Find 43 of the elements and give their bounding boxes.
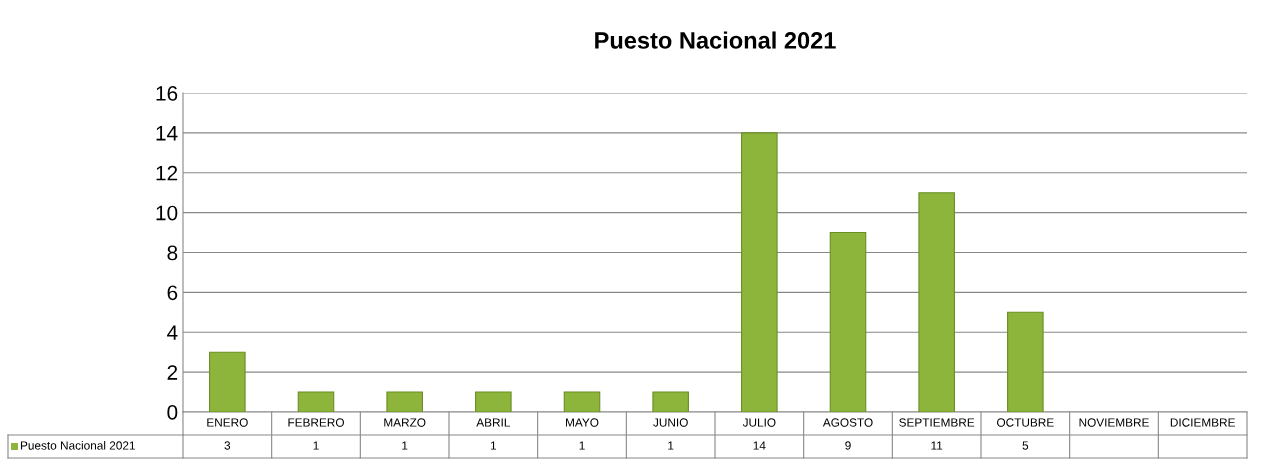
legend-label: Puesto Nacional 2021 — [20, 441, 135, 450]
x-tick-label: SEPTIEMBRE — [899, 418, 975, 427]
bar — [652, 391, 689, 412]
x-tick-label: ABRIL — [476, 418, 510, 427]
x-tick-label: AGOSTO — [822, 418, 873, 427]
x-tick-label: NOVIEMBRE — [1079, 418, 1149, 427]
y-tick-label: 8 — [167, 245, 178, 261]
data-label: 1 — [579, 441, 585, 450]
bar — [1007, 311, 1044, 412]
x-tick-label: MARZO — [384, 418, 426, 427]
y-tick-label: 2 — [167, 365, 178, 380]
y-tick-label: 10 — [156, 205, 178, 221]
y-tick-label: 12 — [156, 165, 178, 181]
data-label: 1 — [668, 441, 674, 450]
data-label: 1 — [490, 441, 497, 450]
bar — [386, 391, 423, 412]
bar — [741, 132, 778, 412]
bar — [209, 351, 246, 412]
data-label: 14 — [753, 441, 766, 450]
y-tick-label: 14 — [156, 126, 178, 141]
bar — [297, 391, 335, 412]
bar — [563, 391, 601, 412]
x-tick-label: FEBRERO — [288, 418, 344, 427]
data-label: 1 — [402, 441, 408, 450]
bar — [918, 192, 955, 412]
x-tick-label: MAYO — [566, 418, 599, 427]
data-label: 3 — [224, 441, 231, 450]
data-label: 5 — [1022, 441, 1029, 450]
y-tick-label: 16 — [156, 86, 178, 101]
x-tick-label: OCTUBRE — [997, 418, 1054, 427]
bar — [475, 391, 512, 412]
y-tick-label: 6 — [167, 285, 178, 301]
y-tick-label: 0 — [167, 405, 178, 420]
x-tick-label: DICIEMBRE — [1170, 418, 1235, 427]
data-label: 9 — [845, 441, 851, 450]
x-tick-label: JUNIO — [653, 418, 688, 427]
y-tick-label: 4 — [167, 325, 178, 340]
x-tick-label: JULIO — [742, 418, 776, 427]
chart-title: Puesto Nacional 2021 — [595, 31, 836, 49]
bar — [829, 232, 867, 412]
data-label: 1 — [313, 441, 319, 450]
x-tick-label: ENERO — [207, 418, 248, 427]
data-label: 11 — [931, 441, 943, 450]
